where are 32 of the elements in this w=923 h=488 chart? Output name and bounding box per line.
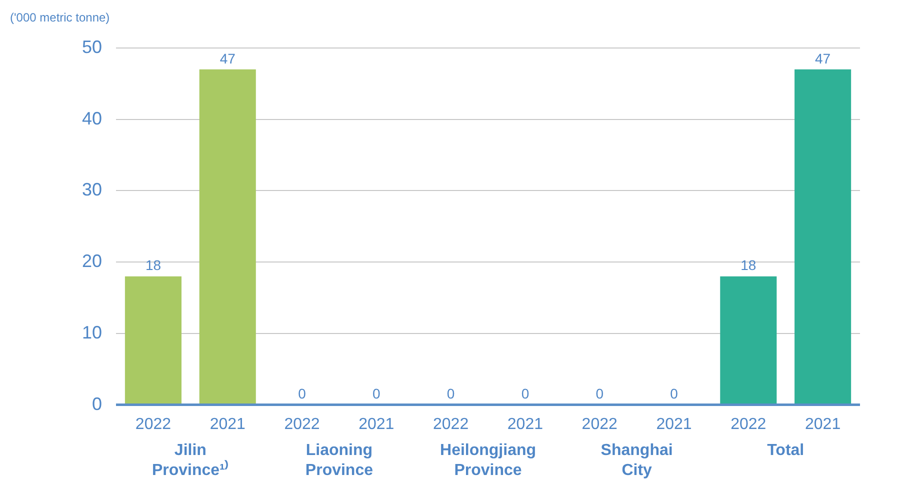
data-label: 0 [298,386,306,402]
data-label: 0 [446,386,455,402]
y-tick-label: 40 [82,108,102,128]
x-tick-label: 2022 [582,416,618,433]
x-tick-label: 2021 [656,416,692,433]
x-tick-label: 2022 [135,416,172,433]
x-tick-label: 2021 [210,416,246,433]
data-label: 0 [670,386,678,402]
data-label: 18 [740,257,756,274]
data-label: 18 [145,257,162,274]
data-label: 0 [521,386,530,402]
data-label: 47 [815,50,831,66]
x-tick-label: 2021 [358,416,394,433]
y-tick-label: 0 [92,394,102,414]
text: Shanghai City [600,442,673,480]
y-tick-label: 10 [82,322,102,342]
data-label: 0 [596,386,604,402]
text: Liaoning Province [305,442,374,480]
text: Total [767,442,804,460]
text: Jilin Province¹⁾ [152,442,229,480]
data-label: 47 [220,50,236,66]
data-label: 0 [372,386,381,402]
x-tick-label: 2022 [433,416,469,433]
text: Heilongjiang Province [440,442,536,480]
x-tick-label: 2021 [507,416,544,433]
y-tick-label: 50 [82,36,102,57]
x-tick-label: 2022 [284,416,320,433]
x-tick-label: 2022 [730,416,766,433]
x-tick-label: 2021 [805,416,841,433]
y-tick-label: 30 [82,180,102,200]
y-tick-label: 20 [82,251,102,272]
y-axis-title: ('000 metric tonne) [10,10,110,24]
